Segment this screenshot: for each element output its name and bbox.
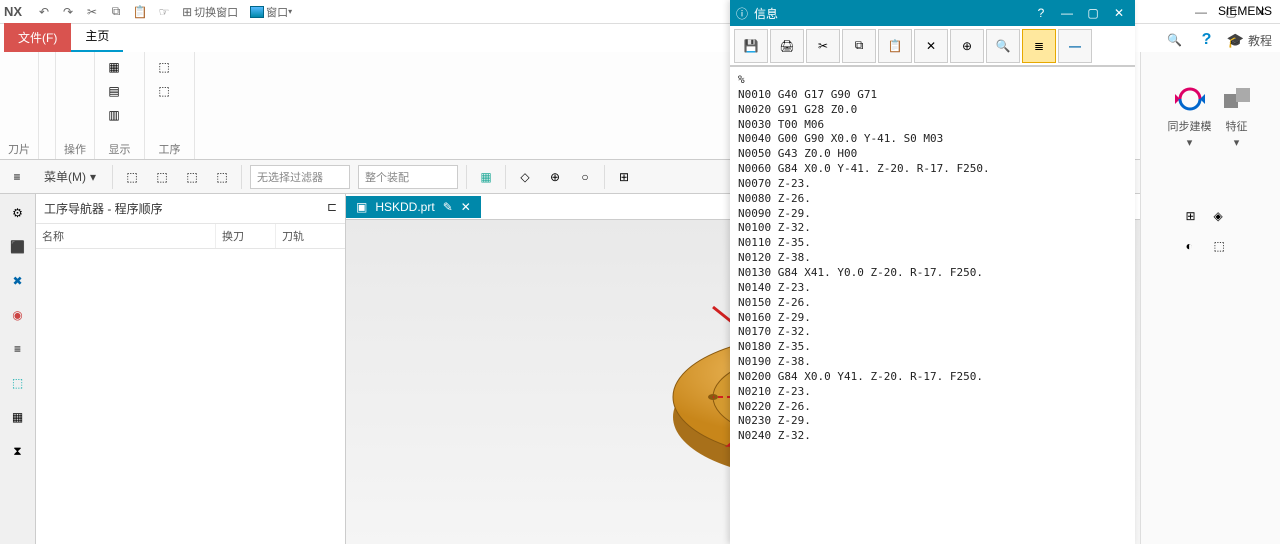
- tab-label: HSKDD.prt: [375, 200, 434, 214]
- col-name[interactable]: 名称: [36, 224, 216, 248]
- info-titlebar[interactable]: ⓘ 信息 ? — ▢ ✕: [730, 0, 1135, 26]
- col-toolchange[interactable]: 换刀: [216, 224, 276, 248]
- modified-icon: ✎: [443, 200, 453, 214]
- snap-ico2[interactable]: ⊕: [544, 166, 566, 188]
- brand-label: SIEMENS: [1218, 4, 1272, 18]
- info-window: ⓘ 信息 ? — ▢ ✕ 💾 🖨 ✂ ⧉ 📋 ✕ ⊕ 🔍 ≣ — % N0010…: [730, 0, 1135, 544]
- help-icon[interactable]: ?: [1195, 28, 1219, 52]
- ribbon-group-blade: 刀片: [0, 52, 39, 159]
- quick-access-toolbar: ↶ ↷ ✂ ⧉ 📋 ☞ ⊞切换窗口 窗口▾: [34, 2, 296, 22]
- switch-window-button[interactable]: ⊞切换窗口: [178, 2, 242, 22]
- assembly-combo[interactable]: 整个装配: [358, 165, 458, 189]
- touch-icon[interactable]: ☞: [154, 2, 174, 22]
- operation-navigator: 工序导航器 - 程序顺序⊏ 名称 换刀 刀轨: [36, 194, 346, 544]
- nav-header: 名称 换刀 刀轨: [36, 224, 345, 249]
- info-toolbar: 💾 🖨 ✂ ⧉ 📋 ✕ ⊕ 🔍 ≣ —: [730, 26, 1135, 66]
- display-opt2[interactable]: ▤: [103, 80, 125, 102]
- menu-icon[interactable]: ≡: [6, 166, 28, 188]
- ribbon-group-process: ⬚ ⬚ 工序: [145, 52, 195, 159]
- nav-ops-icon[interactable]: ⬛: [5, 234, 31, 260]
- nav-hist-icon[interactable]: ⧗: [5, 438, 31, 464]
- info-code[interactable]: % N0010 G40 G17 G90 G71 N0020 G91 G28 Z0…: [730, 67, 1135, 544]
- ribbon-group-operate: 操作: [56, 52, 95, 159]
- proc-opt2[interactable]: ⬚: [153, 80, 175, 102]
- mini-view1[interactable]: ⊞: [1186, 209, 1208, 231]
- info-min-icon[interactable]: —: [1057, 3, 1077, 23]
- nav-tree[interactable]: [36, 249, 345, 544]
- mini-view4[interactable]: ⬚: [1214, 239, 1236, 261]
- settings-icon[interactable]: ⚙: [5, 200, 31, 226]
- col-toolpath[interactable]: 刀轨: [276, 224, 345, 248]
- info-minus-icon[interactable]: —: [1058, 29, 1092, 63]
- info-help-icon[interactable]: ?: [1031, 3, 1051, 23]
- info-save-icon[interactable]: 💾: [734, 29, 768, 63]
- app-logo: NX: [4, 4, 22, 19]
- part-icon: ▣: [356, 200, 367, 214]
- nav-method-icon[interactable]: ≡: [5, 336, 31, 362]
- snap-ico1[interactable]: ◇: [514, 166, 536, 188]
- display-opt3[interactable]: ▥: [103, 104, 125, 126]
- feature-button[interactable]: 特征▾: [1220, 82, 1254, 149]
- search-icon[interactable]: 🔍: [1163, 28, 1187, 52]
- info-icon: ⓘ: [736, 5, 748, 22]
- nav-tool-icon[interactable]: ✖: [5, 268, 31, 294]
- ribbon-tab[interactable]: 主页: [71, 21, 123, 52]
- nav-menu-icon[interactable]: ⊏: [327, 200, 337, 217]
- nav-table-icon[interactable]: ▦: [5, 404, 31, 430]
- nav-asm-icon[interactable]: ⬚: [5, 370, 31, 396]
- right-ribbon-extension: 同步建模▾ 特征▾ ⊞ ◈ ◐ ⬚: [1140, 52, 1280, 544]
- ribbon-group-props: [39, 52, 56, 159]
- sel-ico4[interactable]: ⬚: [211, 166, 233, 188]
- menu-button[interactable]: 菜单(M) ▾: [36, 164, 104, 189]
- info-wrap-icon[interactable]: ≣: [1022, 29, 1056, 63]
- undo-icon[interactable]: ↶: [34, 2, 54, 22]
- info-find-icon[interactable]: 🔍: [986, 29, 1020, 63]
- tab-close-icon[interactable]: ✕: [461, 200, 471, 214]
- window-menu[interactable]: 窗口▾: [246, 2, 296, 22]
- mini-view3[interactable]: ◐: [1186, 239, 1208, 261]
- info-close-icon[interactable]: ✕: [1109, 3, 1129, 23]
- info-max-icon[interactable]: ▢: [1083, 3, 1103, 23]
- redo-icon[interactable]: ↷: [58, 2, 78, 22]
- filter-combo[interactable]: 无选择过滤器: [250, 165, 350, 189]
- sync-modeling-button[interactable]: 同步建模▾: [1168, 82, 1212, 149]
- ribbon-group-display: ▦ ▤ ▥ 显示: [95, 52, 145, 159]
- file-tab[interactable]: 文件(F): [4, 23, 71, 52]
- info-copy-icon[interactable]: ⧉: [842, 29, 876, 63]
- snap-ico3[interactable]: ○: [574, 166, 596, 188]
- mini-view2[interactable]: ◈: [1214, 209, 1236, 231]
- display-opt1[interactable]: ▦: [103, 56, 125, 78]
- info-title: 信息: [754, 5, 1025, 22]
- tutorial-button[interactable]: 🎓教程: [1227, 32, 1272, 49]
- minimize-icon[interactable]: —: [1186, 2, 1216, 22]
- info-print-icon[interactable]: 🖨: [770, 29, 804, 63]
- sel-ico1[interactable]: ⬚: [121, 166, 143, 188]
- nav-geom-icon[interactable]: ◉: [5, 302, 31, 328]
- info-paste-icon[interactable]: 📋: [878, 29, 912, 63]
- copy-icon[interactable]: ⧉: [106, 2, 126, 22]
- grid-icon[interactable]: ▦: [475, 166, 497, 188]
- left-sidebar: ⚙ ⬛ ✖ ◉ ≡ ⬚ ▦ ⧗: [0, 194, 36, 544]
- sel-ico3[interactable]: ⬚: [181, 166, 203, 188]
- view-ico1[interactable]: ⊞: [613, 166, 635, 188]
- paste-icon[interactable]: 📋: [130, 2, 150, 22]
- nav-title: 工序导航器 - 程序顺序⊏: [36, 194, 345, 224]
- info-cut-icon[interactable]: ✂: [806, 29, 840, 63]
- info-target-icon[interactable]: ⊕: [950, 29, 984, 63]
- sel-ico2[interactable]: ⬚: [151, 166, 173, 188]
- viewport-tab[interactable]: ▣ HSKDD.prt ✎ ✕: [346, 196, 481, 218]
- info-delete-icon[interactable]: ✕: [914, 29, 948, 63]
- proc-opt1[interactable]: ⬚: [153, 56, 175, 78]
- cut-icon[interactable]: ✂: [82, 2, 102, 22]
